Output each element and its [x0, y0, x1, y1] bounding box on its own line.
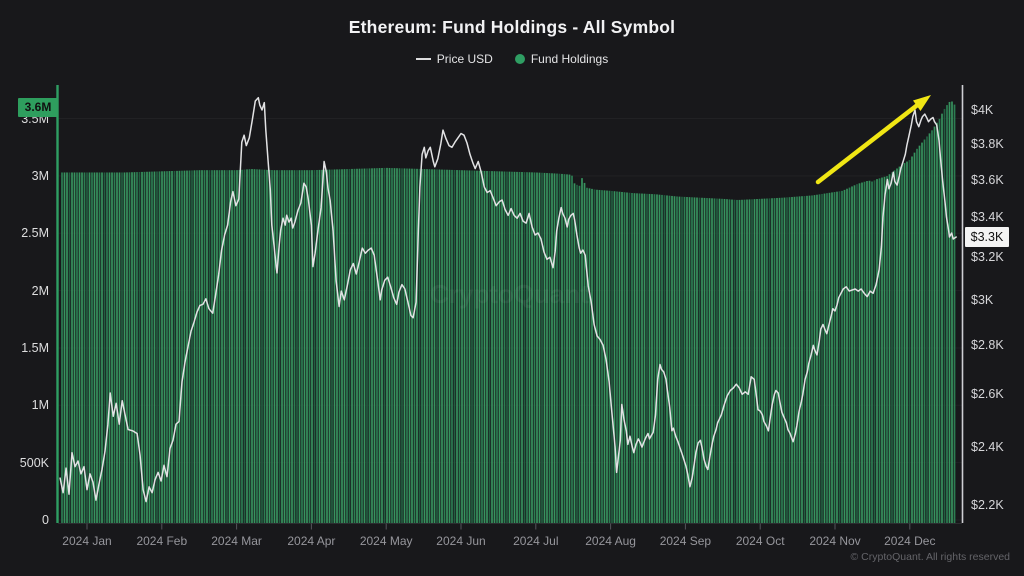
legend-label-holdings: Fund Holdings	[530, 52, 609, 66]
left-axis-tick-label: 500K	[19, 455, 49, 470]
left-axis-tick-label: 0	[42, 513, 49, 527]
fund-holdings-bars	[61, 101, 956, 524]
dot-marker-icon	[514, 54, 525, 64]
chart-legend: Price USD Fund Holdings	[0, 50, 1024, 68]
x-axis-tick-label: 2024 Dec	[884, 534, 936, 548]
left-axis-tick-label: 2.5M	[21, 226, 49, 241]
x-axis-tick-label: 2024 Jun	[436, 534, 486, 548]
right-axis-tick-label: $3K	[971, 292, 994, 307]
right-axis-tick-label: $3.2K	[971, 250, 1004, 265]
x-axis-tick-label: 2024 Apr	[287, 534, 336, 548]
x-axis-tick-label: 2024 Jan	[62, 534, 112, 548]
x-axis-ticks	[86, 523, 911, 530]
legend-item-holdings[interactable]: Fund Holdings	[514, 52, 609, 66]
right-axis-tick-label: $2.6K	[971, 387, 1004, 402]
x-axis-tick-label: 2024 Sep	[659, 534, 712, 548]
right-axis-tick-label: $2.2K	[971, 497, 1004, 512]
right-axis-tick-label: $4K	[971, 103, 994, 117]
right-axis-tick-label: $3.4K	[971, 210, 1004, 225]
watermark-text: CryptoQuant	[430, 279, 589, 309]
left-axis-tick-label: 1.5M	[21, 340, 49, 355]
copyright-text: © CryptoQuant. All rights reserved	[850, 551, 1010, 563]
x-axis-tick-label: 2024 Aug	[585, 534, 636, 548]
right-axis-tick-label: $2.4K	[971, 440, 1004, 455]
x-axis-tick-label: 2024 Mar	[211, 534, 262, 548]
holdings-current-value-badge: 3.6M	[18, 98, 58, 117]
price-line	[59, 96, 957, 503]
right-axis-tick-label: $3.8K	[971, 136, 1004, 151]
page-title: Ethereum: Fund Holdings - All Symbol	[348, 17, 676, 37]
right-axis-tick-label: $3.6K	[971, 172, 1004, 187]
right-axis-tick-label: $2.8K	[971, 338, 1004, 353]
x-axis-tick-label: 2024 Oct	[735, 534, 785, 548]
x-axis-tick-label: 2024 Nov	[809, 534, 861, 548]
left-axis-tick-label: 2M	[31, 283, 49, 298]
price-current-value-badge: $3.3K	[965, 227, 1009, 247]
legend-item-price[interactable]: Price USD	[415, 52, 493, 66]
legend-label-price: Price USD	[436, 52, 493, 66]
x-axis-tick-label: 2024 Feb	[136, 534, 188, 548]
x-axis-tick-label: 2024 Jul	[513, 534, 559, 548]
left-axis-tick-label: 3M	[31, 168, 49, 183]
line-marker-icon	[415, 58, 431, 60]
trend-arrow-icon	[815, 95, 931, 185]
x-axis-tick-label: 2024 May	[359, 534, 413, 548]
left-axis-tick-label: 1M	[31, 398, 49, 413]
